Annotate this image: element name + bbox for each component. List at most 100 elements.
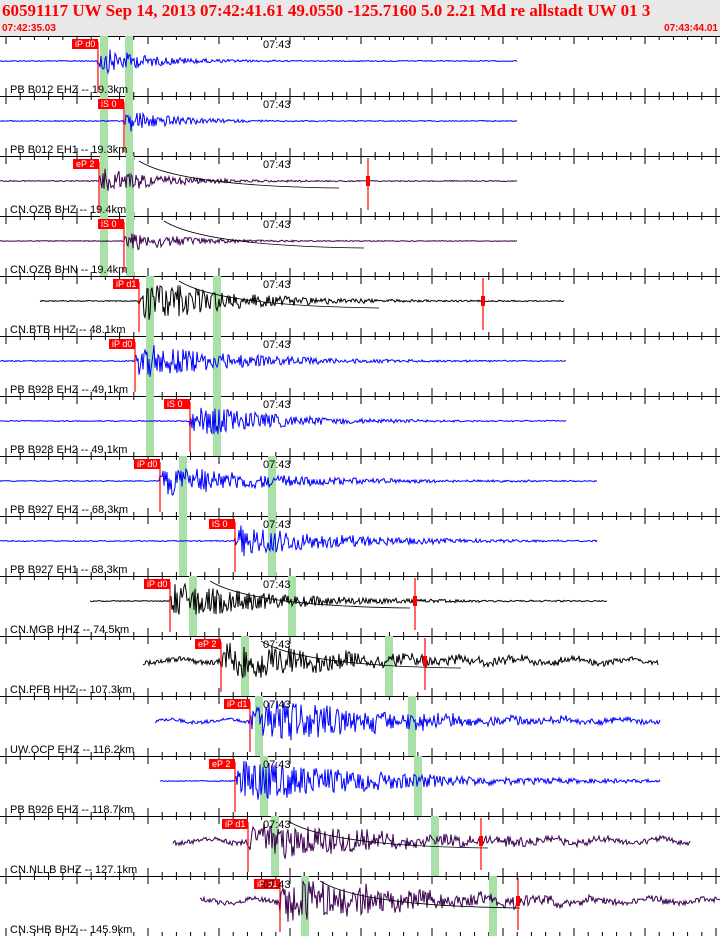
duration-marker-box[interactable]	[481, 296, 485, 306]
station-label: PB B012 EHZ -- 19.3km	[10, 84, 128, 96]
phase-pick-box[interactable]	[209, 519, 235, 529]
waveform	[154, 700, 661, 741]
time-window-gate[interactable]	[255, 696, 263, 756]
waveform	[159, 760, 661, 800]
station-label: PB B928 EHZ -- 49.1km	[10, 384, 128, 396]
trace-row[interactable]: iP d0 07:43 PB B928 EHZ -- 49.1km	[0, 336, 720, 396]
time-window-gate[interactable]	[268, 456, 276, 516]
phase-pick-box[interactable]	[98, 219, 124, 229]
time-tick-label: 07:43	[263, 519, 291, 531]
time-window-gate[interactable]	[213, 276, 221, 336]
time-tick-label: 07:43	[263, 399, 291, 411]
time-window-gate[interactable]	[146, 396, 154, 456]
waveform	[0, 467, 598, 496]
time-window-gate[interactable]	[385, 636, 393, 696]
waveform	[142, 642, 659, 678]
event-title: 60591117 UW Sep 14, 2013 07:42:41.61 49.…	[2, 1, 651, 20]
duration-marker-box[interactable]	[413, 596, 417, 606]
trace-row[interactable]: iP d1 07:43 CN.NLLB BHZ -- 127.1km	[0, 816, 720, 876]
phase-pick-label: iP d0	[112, 339, 132, 349]
station-label: CN.PFB HHZ -- 107.3km	[10, 684, 132, 696]
time-window-gate[interactable]	[179, 516, 187, 576]
phase-pick-box[interactable]	[144, 579, 170, 589]
coda-curve	[319, 880, 521, 909]
phase-pick-box[interactable]	[195, 639, 221, 649]
trace-row[interactable]: iS 0 07:43 PB B012 EH1 -- 19.3km	[0, 96, 720, 156]
trace-row[interactable]: iP d0 07:43 PB B927 EHZ -- 68.3km	[0, 456, 720, 516]
trace-row[interactable]: iS 0 07:43 PB B928 EH2 -- 49.1km	[0, 396, 720, 456]
trace-row[interactable]: iP d1 07:43 UW.OCP EHZ -- 116.2km	[0, 696, 720, 756]
time-window-gate[interactable]	[408, 696, 416, 756]
phase-pick-box[interactable]	[254, 879, 280, 889]
waveform	[199, 880, 720, 922]
time-window-gate[interactable]	[489, 876, 497, 936]
trace-row[interactable]: iS 0 07:43 CN.OZB BHN -- 19.4km	[0, 216, 720, 276]
time-window-gate[interactable]	[189, 576, 197, 636]
time-window-gate[interactable]	[126, 216, 134, 276]
station-label: CN.NLLB BHZ -- 127.1km	[10, 864, 137, 876]
time-window-gate[interactable]	[100, 216, 108, 276]
station-label: PB B012 EH1 -- 19.3km	[10, 144, 127, 156]
phase-pick-box[interactable]	[222, 819, 248, 829]
waveform	[0, 233, 518, 251]
trace-row[interactable]: iP d0 07:43 PB B012 EHZ -- 19.3km	[0, 36, 720, 96]
time-window-gate[interactable]	[125, 36, 133, 96]
time-tick-label: 07:43	[263, 639, 291, 651]
phase-pick-box[interactable]	[113, 279, 139, 289]
waveform	[0, 168, 518, 191]
phase-pick-box[interactable]	[224, 699, 250, 709]
time-window-gate[interactable]	[414, 756, 422, 816]
phase-pick-box[interactable]	[73, 159, 99, 169]
station-label: CN.BTB HHZ -- 48.1km	[10, 324, 126, 336]
start-time-label: 07:42:35.03	[2, 23, 56, 34]
time-window-gate[interactable]	[431, 816, 439, 876]
phase-pick-label: iP d1	[257, 879, 277, 889]
phase-pick-box[interactable]	[164, 399, 190, 409]
phase-pick-box[interactable]	[72, 39, 98, 49]
trace-row[interactable]: iP d0 07:43 CN.MGB HHZ -- 74.5km	[0, 576, 720, 636]
phase-pick-label: iP d0	[75, 39, 95, 49]
station-label: PB B926 EHZ -- 118.7km	[10, 804, 133, 816]
coda-curve	[260, 640, 462, 669]
coda-curve	[287, 820, 489, 849]
waveform	[0, 49, 518, 75]
trace-row[interactable]: eP 2 07:43 PB B926 EHZ -- 118.7km	[0, 756, 720, 816]
waveform	[0, 111, 518, 132]
time-window-gate[interactable]	[146, 336, 154, 396]
phase-pick-box[interactable]	[134, 459, 160, 469]
time-tick-label: 07:43	[263, 219, 291, 231]
time-window-gate[interactable]	[125, 96, 133, 156]
trace-row[interactable]: eP 2 07:43 CN.PFB HHZ -- 107.3km	[0, 636, 720, 696]
station-label: UW.OCP EHZ -- 116.2km	[10, 744, 134, 756]
phase-pick-box[interactable]	[98, 99, 124, 109]
seismogram-panel[interactable]: iP d0 07:43 PB B012 EHZ -- 19.3km iS 0 07:43…	[0, 36, 720, 938]
waveform	[89, 582, 608, 615]
duration-marker-box[interactable]	[423, 656, 427, 666]
time-window-gate[interactable]	[301, 876, 309, 936]
station-label: PB B928 EH2 -- 49.1km	[10, 444, 127, 456]
time-tick-label: 07:43	[263, 339, 291, 351]
duration-marker-box[interactable]	[479, 836, 483, 846]
time-window-gate[interactable]	[179, 456, 187, 516]
phase-pick-label: iS 0	[101, 99, 117, 109]
station-label: CN.MGB HHZ -- 74.5km	[10, 624, 129, 636]
event-header: 60591117 UW Sep 14, 2013 07:42:41.61 49.…	[0, 0, 720, 36]
trace-row[interactable]: eP 2 07:43 CN.OZB BHZ -- 19.4km	[0, 156, 720, 216]
trace-row[interactable]: iP d1 07:43 CN.BTB HHZ -- 48.1km	[0, 276, 720, 336]
phase-pick-label: iS 0	[212, 519, 228, 529]
end-time-label: 07:43:44.01	[664, 23, 718, 34]
phase-pick-label: iP d0	[147, 579, 167, 589]
station-label: PB B927 EHZ -- 68.3km	[10, 504, 128, 516]
phase-pick-box[interactable]	[209, 759, 235, 769]
phase-pick-box[interactable]	[109, 339, 135, 349]
waveform	[172, 822, 691, 859]
duration-marker-box[interactable]	[516, 896, 520, 906]
time-window-gate[interactable]	[100, 96, 108, 156]
time-tick-label: 07:43	[263, 99, 291, 111]
time-tick-label: 07:43	[263, 279, 291, 291]
trace-row[interactable]: iS 0 07:43 PB B927 EH1 -- 68.3km	[0, 516, 720, 576]
time-tick-label: 07:43	[263, 459, 291, 471]
duration-marker-box[interactable]	[366, 176, 370, 186]
waveform	[39, 285, 565, 320]
